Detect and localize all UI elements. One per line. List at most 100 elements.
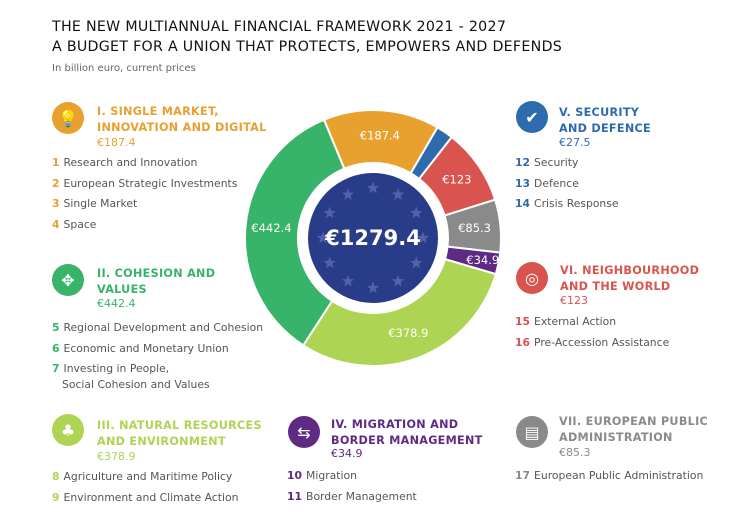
list-item: 15 External Action: [515, 312, 669, 333]
item-number: 3: [52, 197, 60, 211]
heading-line: AND THE WORLD: [560, 279, 671, 293]
heading-line: II. COHESION AND: [97, 267, 216, 280]
list-item: 14 Crisis Response: [515, 194, 619, 215]
list-item: 5 Regional Development and Cohesion: [52, 318, 263, 339]
donut-slice: [301, 257, 498, 367]
program-list: 8 Agriculture and Maritime Policy 9 Environ…: [52, 467, 238, 508]
item-label: Economic and Monetary Union: [63, 341, 229, 355]
section-value: €187.4: [97, 136, 136, 149]
program-list: 17 European Public Administration: [515, 466, 703, 487]
section-heading: V. SECURITY AND DEFENCE: [559, 105, 651, 136]
slice-value-label: €187.4: [360, 129, 400, 143]
section-heading: II. COHESION AND VALUES: [97, 266, 215, 297]
lightbulb-icon: 💡: [52, 102, 84, 134]
star-icon: [323, 206, 336, 219]
item-label: External Action: [534, 315, 617, 328]
star-icon: [391, 188, 405, 200]
item-number: 14: [515, 197, 531, 211]
list-item: 12 Security: [515, 153, 619, 174]
list-item: 3 Single Market: [52, 194, 237, 215]
section-heading: IV. MIGRATION AND BORDER MANAGEMENT: [331, 417, 483, 448]
item-number: 6: [52, 341, 60, 355]
item-label: Pre-Accession Assistance: [534, 335, 670, 349]
item-label: European Strategic Investments: [63, 176, 238, 190]
item-label: Research and Innovation: [63, 156, 198, 169]
program-list: 1 Research and Innovation 2 European Strate…: [52, 153, 237, 235]
item-label: Security: [534, 156, 579, 169]
trees-icon: ♣: [52, 414, 84, 446]
item-number: 1: [52, 156, 60, 169]
item-label: Border Management: [306, 489, 417, 503]
slice-value-label: €378.9: [388, 326, 428, 340]
section-heading: VI. NEIGHBOURHOOD AND THE WORLD: [560, 263, 699, 294]
item-label: Agriculture and Maritime Policy: [63, 470, 233, 483]
item-label: Defence: [534, 176, 579, 190]
list-item: 10 Migration: [287, 466, 417, 487]
item-number: 7: [52, 362, 60, 376]
item-number: 17: [515, 469, 531, 482]
program-list: 15 External Action 16 Pre-Accession Assista…: [515, 312, 669, 353]
item-number: 8: [52, 470, 60, 483]
star-icon: [391, 274, 405, 287]
list-item: 1 Research and Innovation: [52, 153, 237, 174]
list-item: 8 Agriculture and Maritime Policy: [52, 467, 238, 488]
slice-value-label: €34.9: [466, 253, 499, 267]
list-item: 2 European Strategic Investments: [52, 174, 237, 195]
slice-value-label: €27.5: [438, 110, 471, 124]
program-list: 12 Security 13 Defence 14 Crisis Response: [515, 153, 619, 215]
section-value: €85.3: [559, 446, 591, 459]
globe-pin-icon: ◎: [516, 262, 548, 294]
star-icon: [341, 188, 355, 200]
heading-line: AND DEFENCE: [559, 121, 651, 135]
item-number: 5: [52, 321, 60, 334]
section-heading: I. SINGLE MARKET, INNOVATION AND DIGITAL: [97, 104, 267, 135]
section-value: €123: [560, 294, 588, 307]
donut-slice: [244, 118, 346, 347]
section-value: €442.4: [97, 297, 136, 310]
list-item: 17 European Public Administration: [515, 466, 703, 487]
section-value: €378.9: [97, 450, 136, 463]
heading-line: BORDER MANAGEMENT: [331, 433, 483, 447]
total-label: €1279.4: [324, 226, 421, 250]
item-number: 9: [52, 490, 60, 504]
item-number: 12: [515, 156, 531, 169]
star-icon: [341, 274, 355, 287]
heading-line: VALUES: [97, 282, 147, 296]
eu-flag-center: [308, 173, 438, 303]
slice-value-label: €85.3: [458, 221, 491, 235]
section-value: €27.5: [559, 136, 591, 149]
list-item: 4 Space: [52, 215, 237, 236]
star-icon: [416, 231, 430, 244]
subtitle: In billion euro, current prices: [52, 63, 196, 74]
star-icon: [366, 281, 380, 294]
heading-line: IV. MIGRATION AND: [331, 418, 459, 431]
heading-line: III. NATURAL RESOURCES: [97, 419, 262, 432]
heading-line: VI. NEIGHBOURHOOD: [560, 264, 700, 277]
puzzle-icon: ✥: [52, 264, 84, 296]
item-number: 16: [515, 335, 531, 349]
list-item: 6 Economic and Monetary Union: [52, 339, 263, 360]
item-number: 2: [52, 176, 60, 190]
star-icon: [410, 256, 423, 269]
documents-icon: ▤: [516, 416, 548, 448]
item-label: Investing in People,: [63, 362, 170, 376]
star-icon: [316, 231, 330, 244]
item-number: 4: [52, 217, 60, 231]
item-number: 10: [287, 469, 303, 482]
list-item: 9 Environment and Climate Action: [52, 488, 238, 509]
list-item: 7 Investing in People, Social Cohesion and…: [52, 359, 263, 392]
heading-line: ADMINISTRATION: [559, 430, 673, 444]
item-number: 11: [287, 489, 303, 503]
program-list: 5 Regional Development and Cohesion 6 Econo…: [52, 318, 263, 396]
item-number: 15: [515, 315, 531, 328]
item-label: Space: [63, 217, 97, 231]
section-heading: III. NATURAL RESOURCES AND ENVIRONMENT: [97, 418, 262, 449]
star-icon: [323, 256, 336, 269]
star-icon: [410, 206, 423, 219]
heading-line: INNOVATION AND DIGITAL: [97, 120, 267, 134]
section-value: €34.9: [331, 447, 363, 460]
heading-line: AND ENVIRONMENT: [97, 434, 226, 448]
item-label-line2: Social Cohesion and Values: [62, 377, 210, 391]
item-number: 13: [515, 176, 531, 190]
